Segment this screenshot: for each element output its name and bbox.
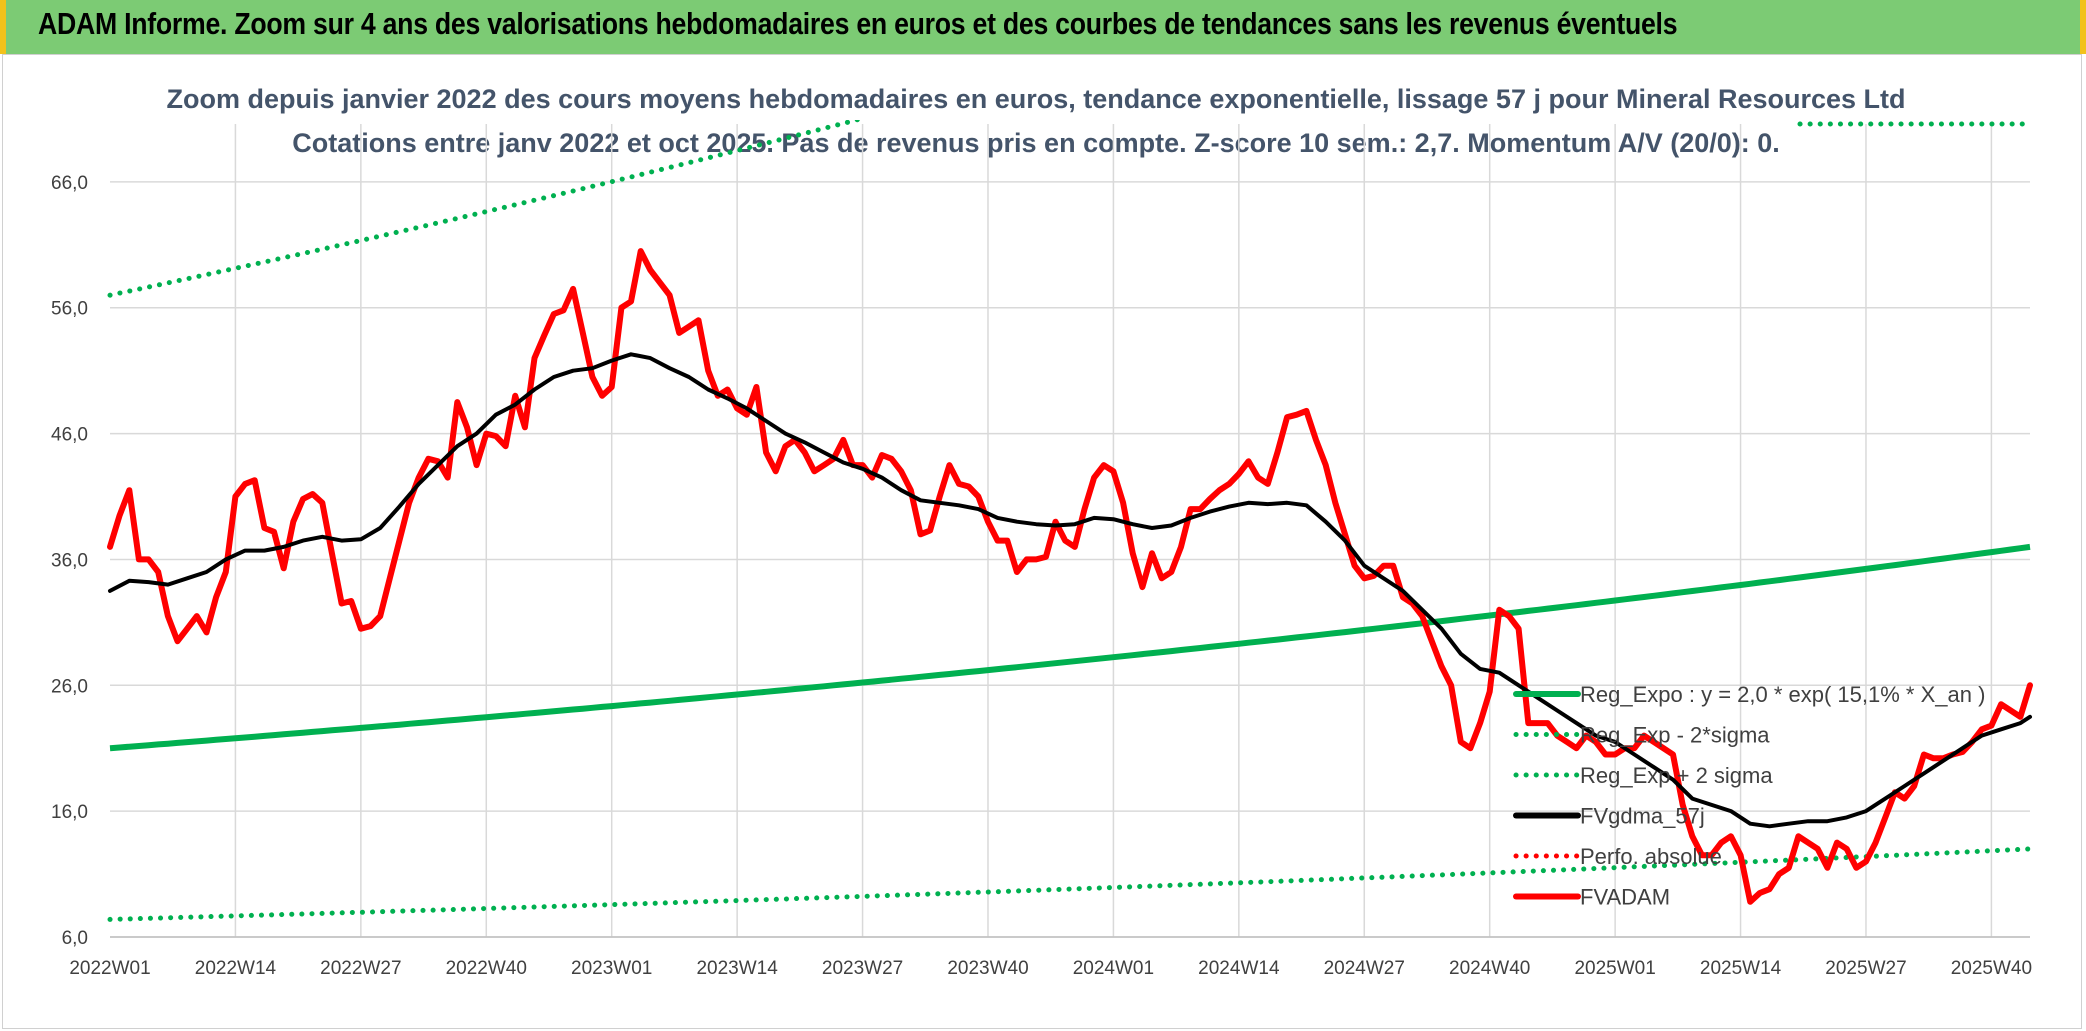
y-axis-ticks: 6,0 16,0 26,0 36,0 46,0 56,0 66,0 [51,173,88,949]
chart-subtitle: Cotations entre janv 2022 et oct 2025. P… [292,128,1780,158]
legend-label: Reg_Exp + 2 sigma [1580,763,1773,788]
y-tick-label: 56,0 [51,299,88,320]
x-tick-label: 2022W40 [446,958,527,979]
x-axis-ticks: 2022W01 2022W14 2022W27 2022W40 2023W01 2023W… [69,958,2032,979]
report-banner: ADAM Informe. Zoom sur 4 ans des valoris… [0,0,2086,54]
x-tick-label: 2025W27 [1825,958,1906,979]
x-tick-label: 2025W40 [1951,958,2032,979]
lower-band-line [107,846,2033,922]
x-tick-label: 2023W14 [696,958,778,979]
chart-gridlines [110,124,2030,938]
legend-label: FVgdma_57j [1580,804,1705,829]
y-tick-label: 46,0 [51,425,88,446]
x-tick-label: 2023W27 [822,958,903,979]
regression-line [109,543,2031,752]
y-tick-label: 66,0 [51,173,88,194]
x-tick-label: 2024W14 [1198,958,1280,979]
x-tick-label: 2024W01 [1073,958,1154,979]
chart-frame [2,54,2082,1029]
x-tick-label: 2025W14 [1700,958,1782,979]
chart-series [107,120,2033,922]
legend-label: Reg_Expo : y = 2,0 * exp( 15,1% * X_an ) [1580,682,1985,707]
y-tick-label: 6,0 [62,928,88,949]
legend-label: FVADAM [1580,885,1670,910]
x-tick-label: 2022W01 [69,958,150,979]
legend-label: Reg_Exp - 2*sigma [1580,723,1770,748]
y-tick-label: 26,0 [51,676,88,697]
x-tick-label: 2023W01 [571,958,652,979]
x-tick-label: 2023W40 [947,958,1028,979]
x-tick-label: 2022W14 [195,958,277,979]
fvadam-line [107,248,2033,905]
chart-title: Zoom depuis janvier 2022 des cours moyen… [166,84,1905,114]
moving-average-line [108,352,2032,829]
x-tick-label: 2022W27 [320,958,401,979]
legend-label: Perfo. absolue [1580,844,1722,869]
chart-legend: Reg_Expo : y = 2,0 * exp( 15,1% * X_an )… [1513,682,1985,910]
y-tick-label: 36,0 [51,550,88,571]
report-title: ADAM Informe. Zoom sur 4 ans des valoris… [38,6,1678,41]
x-tick-label: 2025W01 [1574,958,1655,979]
x-tick-label: 2024W27 [1324,958,1405,979]
y-tick-label: 16,0 [51,802,88,823]
x-tick-label: 2024W40 [1449,958,1530,979]
